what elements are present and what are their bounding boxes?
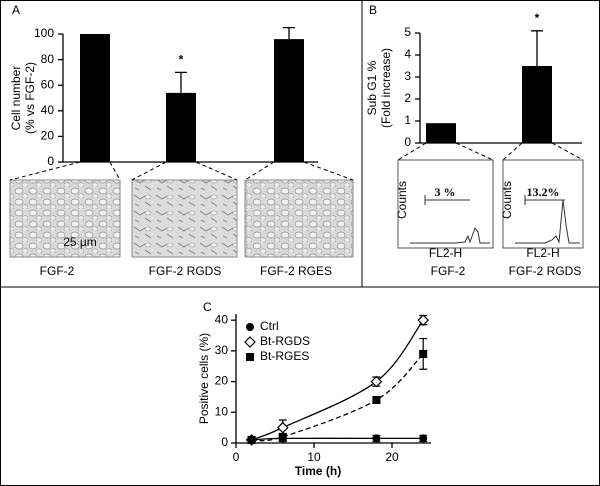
annotation: * [179, 53, 184, 67]
y-tick-label: 5 [404, 25, 411, 39]
point [372, 434, 381, 443]
y-axis-title: Cell number(% vs FGF-2) [9, 62, 37, 134]
y-tick-label: 0 [404, 135, 411, 149]
y-tick-label: 40 [41, 103, 55, 117]
gate [424, 195, 470, 205]
category-label: FGF-2 [40, 264, 75, 278]
connector [244, 161, 354, 181]
fit-line [251, 319, 424, 441]
y-tick-label: 20 [41, 129, 55, 143]
y-tick-label: 100 [34, 26, 54, 40]
gate [524, 195, 565, 205]
point [247, 435, 256, 444]
y-tick-label: 40 [215, 312, 229, 326]
connector [502, 142, 584, 161]
inset-axis-label: FL2-H [429, 246, 462, 260]
inset-label: 3 % [435, 185, 456, 199]
y-tick-label: 0 [221, 435, 228, 449]
y-tick-label: 2 [404, 91, 411, 105]
y-tick-label: 10 [215, 404, 229, 418]
panel-letter: A [12, 3, 20, 17]
error-bar [175, 71, 187, 93]
legend-marker [246, 353, 254, 361]
category-label: FGF-2 RGES [260, 264, 332, 278]
point [370, 375, 383, 388]
y-axis-title: Sub G1 %(Fold increase) [365, 48, 393, 128]
panel-letter: C [203, 300, 212, 314]
flow-histogram [397, 159, 494, 249]
category-label: FGF-2 RGDS [149, 264, 222, 278]
histogram-trace [515, 199, 580, 244]
x-tick-label: 10 [307, 450, 321, 464]
x-tick-label: 20 [385, 450, 399, 464]
y-tick-label: 1 [404, 113, 411, 127]
legend-marker [246, 323, 254, 331]
fit-line [251, 437, 424, 441]
y-tick-label: 80 [41, 52, 55, 66]
annotation: * [535, 11, 540, 25]
legend-label: Ctrl [260, 319, 279, 333]
x-tick-label: 0 [233, 450, 240, 464]
connector [397, 142, 494, 161]
point [278, 432, 287, 441]
error-bar [531, 30, 543, 66]
fit-line [251, 353, 424, 442]
y-tick-label: 60 [41, 77, 55, 91]
y-tick-label: 4 [404, 47, 411, 61]
y-tick-label: 3 [404, 69, 411, 83]
legend-label: Bt-RGES [260, 349, 309, 363]
inset-axis-label: FL2-H [526, 246, 559, 260]
micrograph [131, 179, 238, 258]
inset-axis-label: Counts [395, 181, 409, 219]
legend-marker [244, 336, 256, 348]
inset-label: 13.2% [527, 185, 560, 199]
category-label: FGF-2 [431, 264, 466, 278]
point [419, 349, 428, 358]
point [417, 314, 430, 326]
category-label: FGF-2 RGDS [509, 264, 582, 278]
y-tick-label: 20 [215, 374, 229, 388]
micrograph [244, 179, 354, 258]
point [419, 434, 428, 443]
point [276, 421, 289, 434]
point [372, 396, 381, 404]
micrograph [9, 179, 121, 258]
panel-letter: B [369, 3, 377, 17]
connector [131, 161, 238, 181]
flow-histogram [502, 159, 584, 249]
connector [9, 161, 121, 181]
bar [426, 123, 456, 143]
x-axis-title: Time (h) [295, 464, 341, 478]
y-axis-title: Positive cells (%) [197, 333, 211, 424]
bar [522, 66, 552, 143]
y-tick-label: 30 [215, 343, 229, 357]
legend-label: Bt-RGDS [260, 334, 310, 348]
error-bar [283, 26, 295, 40]
inset-axis-label: Counts [500, 181, 514, 219]
histogram-trace [410, 226, 490, 244]
scale-bar-label: 25 µm [63, 235, 97, 249]
bar [166, 92, 196, 162]
bar [274, 39, 304, 163]
bar [80, 34, 110, 162]
y-tick-label: 0 [47, 154, 54, 168]
